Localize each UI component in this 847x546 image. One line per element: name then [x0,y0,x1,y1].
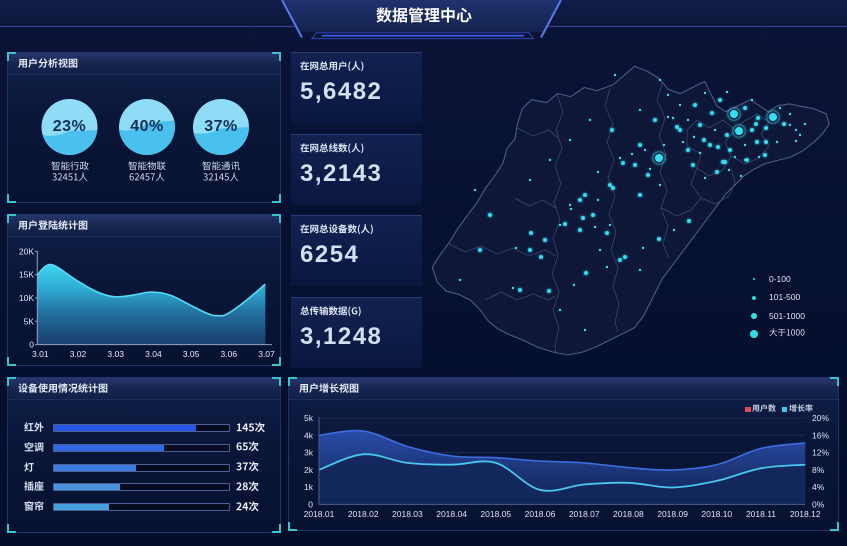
svg-text:2018.05: 2018.05 [480,509,511,519]
svg-text:20%: 20% [812,413,829,423]
svg-text:4%: 4% [812,482,825,492]
svg-text:0: 0 [308,499,313,509]
svg-text:2018.03: 2018.03 [392,509,423,519]
svg-text:2k: 2k [304,465,314,475]
svg-text:2018.07: 2018.07 [569,509,600,519]
svg-text:12%: 12% [812,448,829,458]
svg-text:2018.01: 2018.01 [304,509,335,519]
svg-text:5k: 5k [304,413,314,423]
svg-text:3.06: 3.06 [221,349,238,359]
svg-text:20K: 20K [19,246,34,256]
svg-text:1k: 1k [304,482,314,492]
svg-text:2018.08: 2018.08 [613,509,644,519]
svg-text:2018.09: 2018.09 [657,509,688,519]
svg-text:2018.06: 2018.06 [525,509,556,519]
svg-text:3.05: 3.05 [183,349,200,359]
svg-text:4k: 4k [304,430,314,440]
svg-text:16%: 16% [812,430,829,440]
svg-text:3.04: 3.04 [145,349,162,359]
svg-text:2018.04: 2018.04 [436,509,467,519]
svg-text:2018.12: 2018.12 [790,509,821,519]
svg-text:0: 0 [29,340,34,350]
svg-text:2018.11: 2018.11 [746,509,776,519]
svg-text:3.02: 3.02 [70,349,87,359]
svg-text:10K: 10K [19,293,34,303]
svg-text:2018.02: 2018.02 [348,509,379,519]
svg-text:2018.10: 2018.10 [701,509,732,519]
svg-text:0%: 0% [812,499,825,509]
svg-text:8%: 8% [812,465,825,475]
svg-text:5K: 5K [24,316,35,326]
svg-text:3.03: 3.03 [107,349,124,359]
svg-text:3.07: 3.07 [258,349,275,359]
svg-text:3k: 3k [304,448,314,458]
svg-text:3.01: 3.01 [32,349,49,359]
svg-text:15K: 15K [19,270,34,280]
